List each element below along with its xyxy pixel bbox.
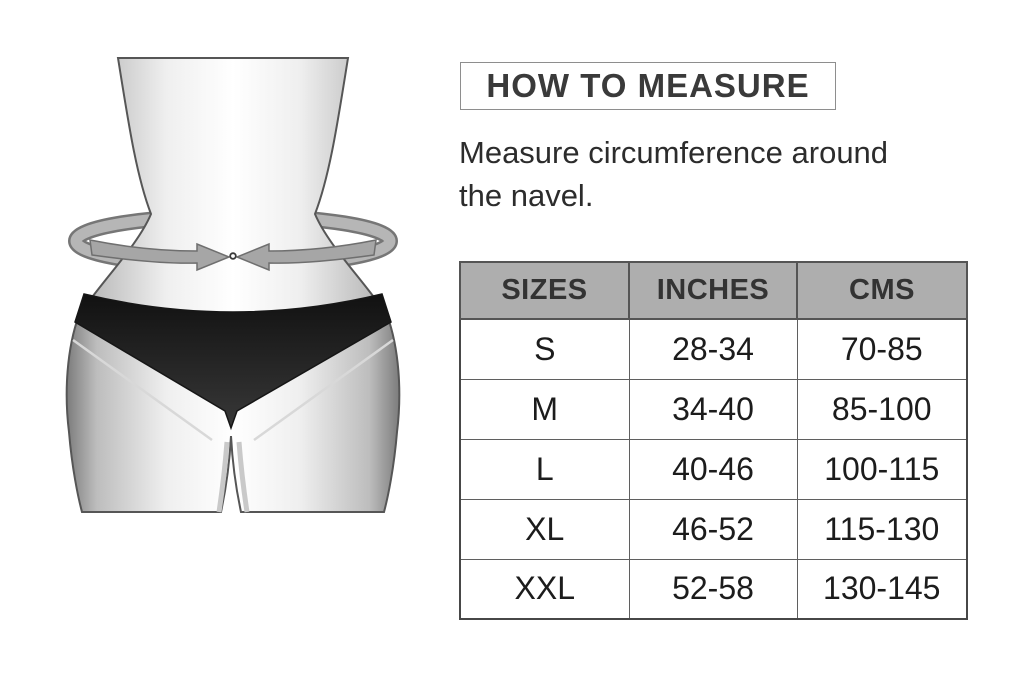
inches-cell: 52-58: [628, 558, 798, 620]
cms-cell: 100-115: [796, 438, 968, 500]
table-row: XXL 52-58 130-145: [459, 558, 968, 620]
inches-cell: 34-40: [628, 378, 798, 440]
how-to-measure-title-box: HOW TO MEASURE: [460, 62, 836, 110]
how-to-measure-title: HOW TO MEASURE: [486, 67, 810, 104]
instruction-line-1: Measure circumference around: [459, 135, 889, 170]
inner-thigh-shading-left: [216, 441, 230, 513]
body-measurement-illustration: [65, 57, 401, 513]
table-header-row: SIZES INCHES CMS: [459, 261, 968, 320]
size-cell: S: [459, 318, 630, 380]
column-header-inches: INCHES: [628, 261, 798, 320]
navel-dot: [229, 252, 237, 260]
measure-arrow-right-icon: [235, 239, 377, 272]
size-cell: L: [459, 438, 630, 500]
table-row: L 40-46 100-115: [459, 438, 968, 500]
column-header-sizes: SIZES: [459, 261, 630, 320]
table-row: XL 46-52 115-130: [459, 498, 968, 560]
inches-cell: 28-34: [628, 318, 798, 380]
table-row: M 34-40 85-100: [459, 378, 968, 440]
inches-cell: 40-46: [628, 438, 798, 500]
body-silhouette: [65, 57, 401, 513]
size-cell: XXL: [459, 558, 630, 620]
measure-instructions: Measure circumference around the navel.: [459, 131, 1019, 217]
thigh-crease-left: [72, 338, 213, 442]
panties: [74, 293, 392, 431]
inches-cell: 46-52: [628, 498, 798, 560]
thigh-crease-right: [253, 338, 394, 442]
column-header-cms: CMS: [796, 261, 968, 320]
cms-cell: 70-85: [796, 318, 968, 380]
instruction-line-2: the navel.: [459, 178, 594, 213]
cms-cell: 85-100: [796, 378, 968, 440]
table-row: S 28-34 70-85: [459, 318, 968, 380]
size-chart-table: SIZES INCHES CMS S 28-34 70-85 M 34-40 8…: [459, 261, 968, 620]
cms-cell: 115-130: [796, 498, 968, 560]
cms-cell: 130-145: [796, 558, 968, 620]
measure-arrow-left-icon: [89, 239, 231, 272]
inner-thigh-shading-right: [236, 441, 250, 513]
size-cell: M: [459, 378, 630, 440]
size-cell: XL: [459, 498, 630, 560]
